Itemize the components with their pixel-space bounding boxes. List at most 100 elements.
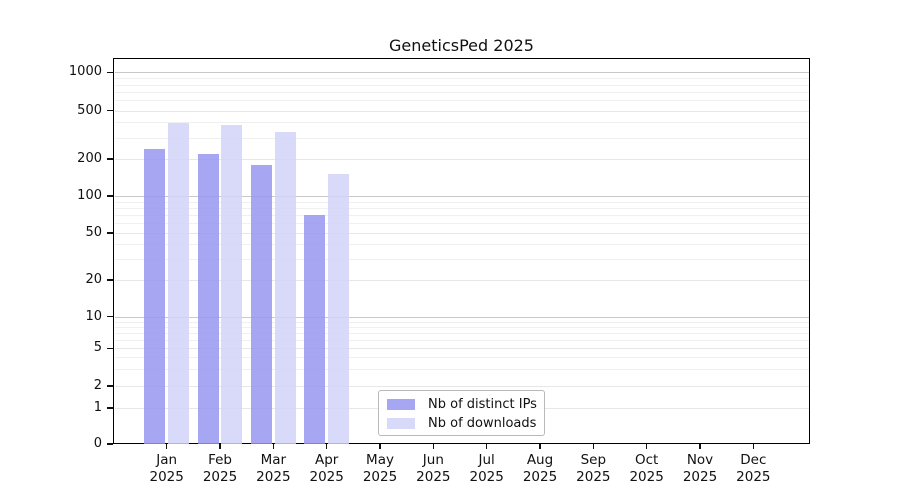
gridline-major [114, 316, 809, 318]
y-tick-label: 100 [77, 188, 102, 203]
y-tick-label: 1 [93, 400, 102, 415]
x-tick-mark [432, 444, 435, 449]
y-tick-label: 2 [93, 378, 102, 393]
x-tick-month: Sep [580, 452, 607, 468]
bar-distinct-ips-jan [144, 149, 166, 444]
y-tick-mark [107, 407, 113, 409]
x-tick-year: 2025 [469, 469, 504, 485]
y-tick-mark [107, 195, 113, 197]
y-tick-mark [107, 279, 113, 281]
legend-label-downloads: Nb of downloads [428, 416, 537, 431]
gridline-tick [114, 159, 809, 160]
bar-downloads-jan [168, 122, 189, 444]
x-tick-label-jun: Jun 2025 [403, 452, 463, 486]
plot-area [113, 58, 810, 444]
x-tick-label-aug: Aug 2025 [510, 452, 570, 486]
x-tick-month: Apr [315, 452, 339, 468]
x-tick-year: 2025 [362, 469, 398, 485]
x-tick-label-feb: Feb 2025 [190, 452, 250, 486]
x-tick-year: 2025 [629, 469, 664, 485]
legend-swatch-distinct-ips [387, 399, 415, 410]
x-tick-mark [645, 444, 648, 449]
y-tick-mark [107, 71, 113, 74]
bar-distinct-ips-apr [304, 215, 326, 444]
x-tick-mark [485, 444, 488, 449]
x-tick-label-sep: Sep 2025 [563, 452, 623, 486]
gridline-minor [114, 201, 809, 203]
gridline-minor [114, 223, 809, 225]
gridline-minor [114, 122, 809, 124]
legend-item-downloads: Nb of downloads [379, 414, 544, 433]
bar-distinct-ips-feb [197, 153, 219, 444]
gridline-major [114, 72, 809, 74]
x-tick-month: Dec [740, 452, 767, 468]
gridline-tick [114, 233, 809, 234]
x-tick-month: May [366, 452, 394, 468]
x-tick-year: 2025 [202, 469, 238, 485]
legend-swatch-downloads [387, 418, 415, 429]
x-tick-label-oct: Oct 2025 [617, 452, 677, 486]
x-tick-year: 2025 [522, 469, 558, 485]
x-tick-mark [699, 444, 701, 449]
x-tick-year: 2025 [149, 469, 184, 485]
legend: Nb of distinct IPs Nb of downloads [378, 390, 545, 436]
y-tick-mark [107, 158, 113, 160]
gridline-minor [114, 326, 809, 328]
y-tick-mark [107, 443, 113, 445]
x-tick-month: Feb [208, 452, 232, 468]
chart-title: GeneticsPed 2025 [389, 36, 534, 55]
x-tick-mark [272, 444, 275, 449]
legend-item-distinct-ips: Nb of distinct IPs [379, 395, 544, 414]
y-tick-label: 1000 [68, 64, 102, 80]
gridline-minor [114, 78, 809, 80]
gridline-minor [114, 332, 809, 334]
x-tick-label-nov: Nov 2025 [670, 452, 730, 486]
gridline-tick [114, 348, 809, 350]
gridline-minor [114, 357, 809, 359]
gridline-minor [114, 84, 809, 86]
gridline-minor [114, 100, 809, 102]
y-tick-label: 0 [93, 436, 102, 451]
x-tick-mark [752, 444, 755, 449]
x-tick-month: Jul [478, 452, 495, 468]
y-tick-mark [107, 385, 113, 387]
x-tick-month: Mar [260, 452, 287, 468]
y-tick-mark [107, 109, 113, 112]
x-tick-year: 2025 [256, 469, 291, 485]
x-tick-month: Oct [634, 452, 659, 468]
bar-distinct-ips-mar [251, 164, 273, 444]
y-tick-mark [107, 315, 113, 318]
x-tick-month: Nov [686, 452, 714, 468]
gridline-tick [114, 280, 809, 281]
gridline-tick [114, 110, 809, 112]
y-tick-mark [107, 232, 113, 234]
x-tick-mark [592, 444, 595, 449]
x-tick-year: 2025 [576, 469, 611, 485]
x-tick-month: Aug [526, 452, 554, 468]
x-tick-month: Jun [422, 452, 444, 468]
x-tick-label-mar: Mar 2025 [243, 452, 303, 486]
gridline-minor [114, 207, 809, 209]
gridline-minor [114, 321, 809, 323]
gridline-minor [114, 369, 809, 371]
x-tick-mark [325, 444, 328, 449]
gridline-minor [114, 259, 809, 261]
y-tick-label: 50 [85, 225, 102, 240]
y-tick-label: 10 [85, 308, 102, 324]
x-tick-mark [165, 444, 168, 449]
x-tick-year: 2025 [736, 469, 771, 485]
gridline-minor [114, 244, 809, 246]
gridline-minor [114, 215, 809, 217]
x-tick-label-jan: Jan 2025 [137, 452, 197, 486]
x-tick-label-dec: Dec 2025 [723, 452, 783, 486]
x-tick-year: 2025 [682, 469, 718, 485]
gridline-minor [114, 339, 809, 341]
x-tick-label-jul: Jul 2025 [457, 452, 517, 486]
gridline-minor [114, 137, 809, 139]
x-tick-mark [539, 444, 541, 449]
legend-label-distinct-ips: Nb of distinct IPs [428, 397, 537, 412]
x-tick-year: 2025 [416, 469, 451, 485]
bar-downloads-feb [221, 125, 243, 444]
x-tick-label-may: May 2025 [350, 452, 410, 486]
bar-downloads-apr [327, 173, 349, 444]
